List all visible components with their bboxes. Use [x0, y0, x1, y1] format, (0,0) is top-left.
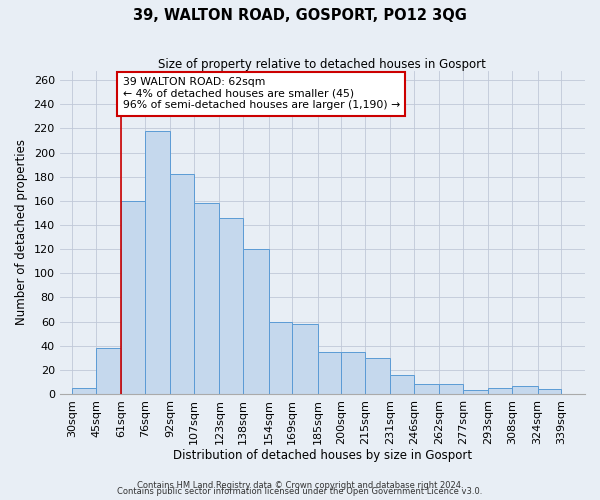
- Text: 39, WALTON ROAD, GOSPORT, PO12 3QG: 39, WALTON ROAD, GOSPORT, PO12 3QG: [133, 8, 467, 22]
- Bar: [73, 388, 96, 394]
- Bar: [488, 388, 512, 394]
- Bar: [170, 174, 194, 394]
- Bar: [341, 352, 365, 394]
- Bar: [145, 131, 170, 394]
- Bar: [512, 386, 538, 394]
- Bar: [439, 384, 463, 394]
- Bar: [269, 322, 292, 394]
- Text: Contains public sector information licensed under the Open Government Licence v3: Contains public sector information licen…: [118, 487, 482, 496]
- Bar: [365, 358, 391, 394]
- Bar: [243, 249, 269, 394]
- Text: Contains HM Land Registry data © Crown copyright and database right 2024.: Contains HM Land Registry data © Crown c…: [137, 480, 463, 490]
- Bar: [292, 324, 317, 394]
- Bar: [121, 201, 145, 394]
- Bar: [194, 204, 220, 394]
- Bar: [317, 352, 341, 394]
- Bar: [463, 390, 488, 394]
- Bar: [414, 384, 439, 394]
- Bar: [538, 389, 561, 394]
- Bar: [96, 348, 121, 394]
- X-axis label: Distribution of detached houses by size in Gosport: Distribution of detached houses by size …: [173, 450, 472, 462]
- Bar: [220, 218, 243, 394]
- Y-axis label: Number of detached properties: Number of detached properties: [15, 139, 28, 325]
- Title: Size of property relative to detached houses in Gosport: Size of property relative to detached ho…: [158, 58, 486, 70]
- Bar: [391, 374, 414, 394]
- Text: 39 WALTON ROAD: 62sqm
← 4% of detached houses are smaller (45)
96% of semi-detac: 39 WALTON ROAD: 62sqm ← 4% of detached h…: [123, 77, 400, 110]
